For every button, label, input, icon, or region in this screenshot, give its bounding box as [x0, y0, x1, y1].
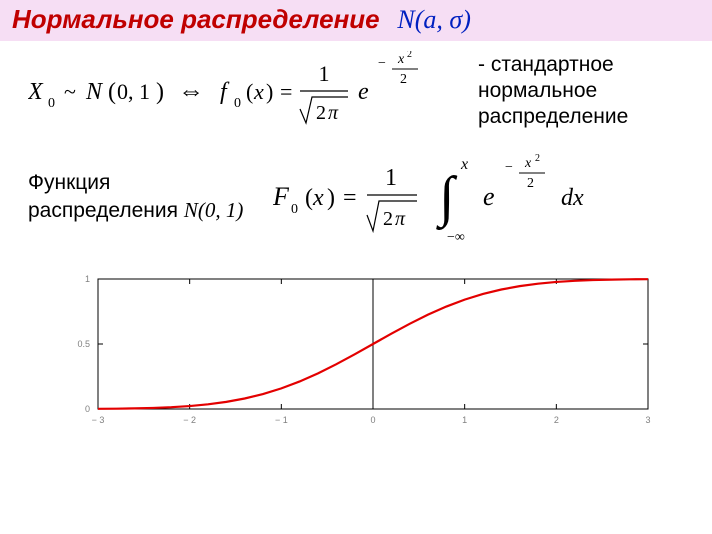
svg-text:x: x [460, 156, 468, 173]
svg-text:x: x [397, 52, 405, 67]
svg-text:(: ( [108, 79, 116, 105]
svg-text:−: − [505, 160, 513, 175]
svg-text:0: 0 [291, 202, 298, 217]
svg-text:F: F [273, 182, 290, 211]
svg-text:(: ( [246, 79, 253, 104]
svg-text:x: x [524, 156, 532, 171]
annot-line2: нормальное [478, 79, 597, 102]
annot-line1: - стандартное [478, 53, 614, 76]
svg-text:⇔: ⇔ [178, 76, 204, 105]
svg-text:dx: dx [561, 185, 584, 211]
svg-text:2: 2 [400, 72, 407, 87]
svg-text:x: x [253, 79, 264, 104]
svg-text:2: 2 [407, 51, 412, 60]
svg-text:0: 0 [85, 404, 90, 414]
svg-text:− 2: − 2 [183, 415, 196, 425]
svg-text:e: e [358, 79, 369, 105]
svg-text:f: f [220, 79, 230, 105]
svg-text:−: − [378, 56, 386, 71]
svg-text:1: 1 [85, 274, 90, 284]
density-formula: X 0 ~ N ( 0, 1 ) ⇔ f 0 ( x ) = 1 2 π e −… [28, 51, 468, 131]
svg-text:e: e [483, 182, 495, 211]
page-title: Нормальное распределение [12, 4, 380, 34]
svg-text:=: = [280, 79, 292, 104]
svg-text:): ) [156, 79, 164, 105]
svg-text:0.5: 0.5 [77, 339, 90, 349]
svg-text:0, 1: 0, 1 [117, 79, 150, 104]
svg-text:∫: ∫ [436, 166, 458, 231]
svg-text:~: ~ [64, 79, 76, 104]
cdf-chart-container: − 3 − 2 − 1 0 1 2 3 0 0.5 1 [0, 245, 712, 438]
svg-text:0: 0 [48, 96, 55, 111]
svg-text:): ) [266, 79, 273, 104]
density-row: X 0 ~ N ( 0, 1 ) ⇔ f 0 ( x ) = 1 2 π e −… [0, 41, 712, 131]
svg-text:π: π [395, 208, 406, 230]
cdf-label-line2a: распределения [28, 199, 184, 222]
svg-text:−∞: −∞ [447, 230, 465, 245]
svg-text:0: 0 [234, 96, 241, 111]
svg-text:2: 2 [383, 208, 393, 230]
svg-text:1: 1 [319, 61, 330, 86]
distribution-param-label: N(a, σ) [397, 5, 470, 34]
svg-text:− 3: − 3 [92, 415, 105, 425]
cdf-chart: − 3 − 2 − 1 0 1 2 3 0 0.5 1 [56, 273, 656, 433]
svg-text:): ) [327, 185, 335, 211]
cdf-label-line1: Функция [28, 171, 110, 194]
svg-text:N: N [85, 79, 104, 105]
svg-text:2: 2 [554, 415, 559, 425]
cdf-row: Функция распределения N(0, 1) F 0 ( x ) … [0, 131, 712, 245]
svg-text:2: 2 [535, 153, 540, 164]
svg-text:0: 0 [370, 415, 375, 425]
svg-text:(: ( [305, 185, 313, 211]
cdf-label-n01: N(0, 1) [184, 198, 244, 222]
svg-text:2: 2 [316, 102, 326, 124]
svg-text:2: 2 [527, 176, 534, 191]
density-annotation: - стандартное нормальное распределение [478, 52, 628, 131]
svg-text:− 1: − 1 [275, 415, 288, 425]
svg-text:1: 1 [385, 165, 397, 191]
svg-text:1: 1 [462, 415, 467, 425]
cdf-label: Функция распределения N(0, 1) [28, 170, 243, 224]
svg-text:3: 3 [645, 415, 650, 425]
title-bar: Нормальное распределение N(a, σ) [0, 0, 712, 41]
svg-text:=: = [343, 185, 357, 211]
cdf-formula: F 0 ( x ) = 1 2 π ∫ x −∞ e − x 2 2 dx [273, 149, 633, 245]
svg-text:π: π [328, 102, 339, 124]
annot-line3: распределение [478, 105, 628, 128]
svg-text:x: x [312, 185, 324, 211]
svg-text:X: X [28, 79, 44, 105]
